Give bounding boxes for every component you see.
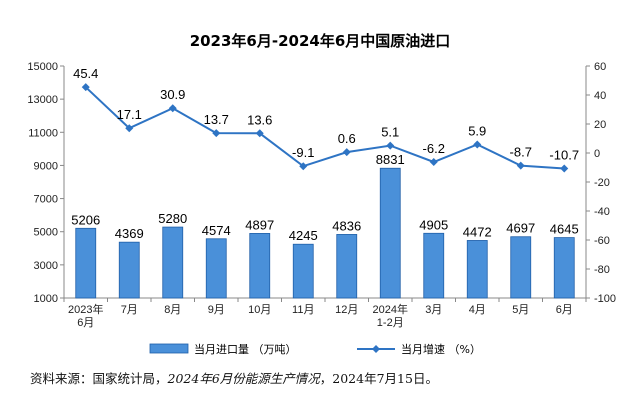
right-axis-tick-label: 40 bbox=[594, 90, 606, 102]
bar bbox=[118, 241, 140, 299]
growth-line bbox=[85, 86, 565, 170]
line-point bbox=[168, 104, 177, 113]
line-value-label: -9.1 bbox=[292, 145, 314, 160]
left-axis-tick-label: 5000 bbox=[34, 227, 58, 239]
bar-value-label: 5206 bbox=[71, 212, 100, 227]
legend-line-label: 当月增速 （%） bbox=[401, 342, 481, 356]
left-axis-tick-label: 11000 bbox=[28, 127, 58, 139]
line-value-label: 5.9 bbox=[468, 123, 486, 138]
legend: 当月进口量 （万吨） 当月增速 （%） bbox=[149, 342, 481, 356]
right-axis-tick-label: 60 bbox=[594, 61, 606, 73]
bar bbox=[162, 226, 184, 299]
left-axis-tick-label: 15000 bbox=[27, 61, 58, 73]
legend-bar-label: 当月进口量 （万吨） bbox=[194, 342, 297, 356]
line-point bbox=[255, 129, 264, 138]
bar-value-label: 4697 bbox=[506, 221, 535, 236]
line-point bbox=[516, 161, 525, 170]
line-value-label: -6.2 bbox=[423, 141, 445, 156]
bar bbox=[249, 233, 271, 299]
line-value-label: 30.9 bbox=[160, 87, 185, 102]
right-axis-tick-label: -100 bbox=[594, 293, 616, 305]
left-axis-tick-label: 9000 bbox=[34, 160, 58, 172]
bar bbox=[205, 238, 227, 299]
line-point bbox=[386, 141, 395, 150]
bar-series: 5206 4369 5280 4574 4897 4245 4836 8831 4905 4472… bbox=[71, 152, 579, 299]
line-point bbox=[429, 157, 438, 166]
line-point bbox=[560, 164, 569, 173]
line-value-label: 5.1 bbox=[381, 125, 399, 140]
line-point bbox=[212, 129, 221, 138]
line-value-label: 17.1 bbox=[117, 107, 142, 122]
legend-line-marker bbox=[372, 345, 380, 353]
bar bbox=[379, 167, 401, 299]
source-suffix: ，2024年7月15日。 bbox=[319, 371, 438, 386]
left-axis: 1000 3000 5000 7000 9000 11000 13000 15000 bbox=[27, 61, 65, 305]
x-axis: 2023年 6月 7月 8月 9月 10月 11月 12月 2024年 1-2月 3月 4月 5月 6月 bbox=[63, 297, 587, 329]
left-axis-tick-label: 3000 bbox=[34, 260, 58, 272]
bar bbox=[553, 237, 575, 299]
source-prefix: 资料来源：国家统计局， bbox=[30, 371, 168, 386]
line-value-label: 0.6 bbox=[338, 131, 356, 146]
line-value-label: 13.6 bbox=[247, 112, 272, 127]
line-point bbox=[342, 148, 351, 157]
bar-value-label: 4897 bbox=[245, 217, 274, 232]
x-axis-tick-label: 12月 bbox=[335, 304, 358, 316]
bar bbox=[510, 236, 532, 299]
line-value-label: 45.4 bbox=[73, 66, 98, 81]
bar-value-label: 4836 bbox=[332, 218, 361, 233]
bar-value-label: 4472 bbox=[463, 224, 492, 239]
x-axis-tick-label: 6月 bbox=[556, 304, 573, 316]
x-axis-tick-label: 2023年 6月 bbox=[68, 302, 103, 329]
right-axis-tick-label: -80 bbox=[594, 264, 610, 276]
line-point bbox=[299, 162, 308, 171]
bar bbox=[75, 227, 97, 299]
line-value-label: -8.7 bbox=[510, 145, 532, 160]
bar-value-label: 4369 bbox=[115, 226, 144, 241]
x-axis-tick-label: 7月 bbox=[121, 304, 138, 316]
legend-bar-swatch bbox=[149, 343, 189, 354]
bar bbox=[292, 243, 314, 299]
line-point bbox=[81, 83, 90, 92]
right-axis-tick-label: -40 bbox=[594, 206, 610, 218]
right-axis: -100 -80 -60 -40 -20 0 20 40 60 bbox=[585, 61, 616, 305]
line-value-label: -10.7 bbox=[549, 148, 579, 163]
line-point bbox=[125, 124, 134, 133]
left-axis-tick-label: 13000 bbox=[27, 94, 58, 106]
left-axis-tick-label: 7000 bbox=[34, 194, 58, 206]
x-axis-tick-label: 4月 bbox=[469, 304, 486, 316]
bar bbox=[466, 240, 488, 299]
bar-value-label: 4645 bbox=[550, 222, 579, 237]
bar bbox=[423, 232, 445, 299]
x-axis-tick-label: 5月 bbox=[512, 304, 529, 316]
x-axis-tick-label: 8月 bbox=[164, 304, 181, 316]
bar-value-label: 8831 bbox=[376, 152, 405, 167]
x-axis-tick-label: 10月 bbox=[248, 304, 271, 316]
right-axis-tick-label: 0 bbox=[594, 148, 600, 160]
bar bbox=[336, 234, 358, 299]
bar-value-label: 4905 bbox=[419, 217, 448, 232]
chart-title: 2023年6月-2024年6月中国原油进口 bbox=[190, 32, 451, 50]
source-italic: 2024年6月份能源生产情况 bbox=[167, 371, 320, 386]
bar-value-label: 4574 bbox=[202, 223, 231, 238]
bar-value-label: 4245 bbox=[289, 228, 318, 243]
right-axis-tick-label: -60 bbox=[594, 235, 610, 247]
bar-value-label: 5280 bbox=[158, 211, 187, 226]
line-value-label: 13.7 bbox=[204, 112, 229, 127]
x-axis-tick-label: 9月 bbox=[208, 304, 225, 316]
x-axis-tick-label: 2024年 1-2月 bbox=[373, 302, 408, 329]
source-note: 资料来源：国家统计局，2024年6月份能源生产情况，2024年7月15日。 bbox=[30, 368, 438, 387]
left-axis-tick-label: 1000 bbox=[34, 293, 58, 305]
right-axis-tick-label: 20 bbox=[594, 119, 606, 131]
x-axis-tick-label: 11月 bbox=[292, 304, 314, 316]
line-point bbox=[473, 140, 482, 149]
line-series: 45.4 17.1 30.9 13.7 13.6 -9.1 0.6 5.1 -6.2 5.9 -8.… bbox=[73, 66, 579, 173]
right-axis-tick-label: -20 bbox=[594, 177, 610, 189]
x-axis-tick-label: 3月 bbox=[425, 304, 442, 316]
